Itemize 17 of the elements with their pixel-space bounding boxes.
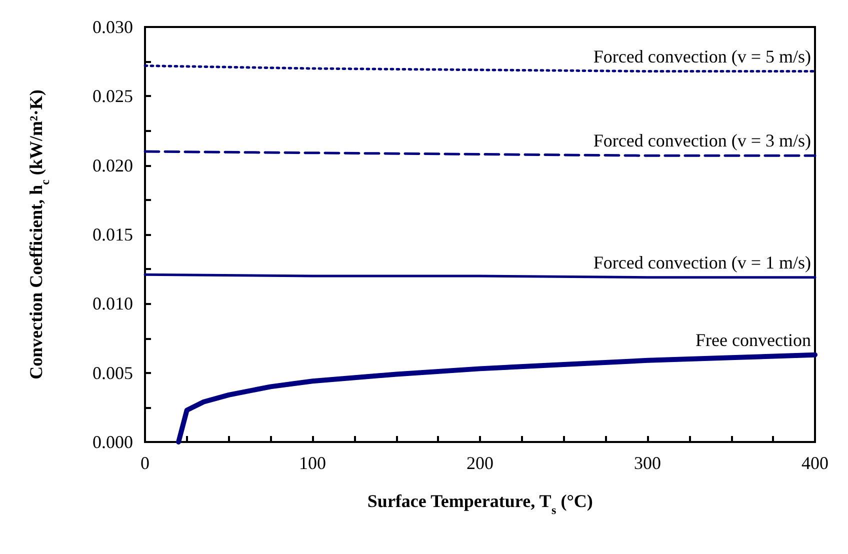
x-tick-label: 100: [299, 453, 326, 473]
x-tick-label: 200: [466, 453, 494, 473]
series-label: Forced convection (v = 1 m/s): [593, 252, 811, 272]
y-tick-label: 0.000: [92, 432, 133, 452]
y-tick-label: 0.005: [92, 362, 133, 383]
x-tick-label: 400: [802, 453, 828, 473]
y-tick-label: 0.010: [92, 294, 133, 314]
y-axis-title: Convection Coefficient, hc (kW/m²·K): [26, 90, 52, 380]
x-tick-label: 0: [140, 453, 150, 473]
series-label: Free convection: [696, 330, 811, 350]
x-tick-label: 300: [634, 453, 661, 473]
y-tick-label: 0.025: [92, 86, 133, 106]
series-label: Forced convection (v = 3 m/s): [593, 130, 811, 151]
y-tick-label: 0.015: [92, 224, 133, 244]
y-tick-label: 0.030: [92, 17, 133, 37]
series-label: Forced convection (v = 5 m/s): [593, 46, 811, 66]
y-tick-label: 0.020: [92, 155, 133, 176]
